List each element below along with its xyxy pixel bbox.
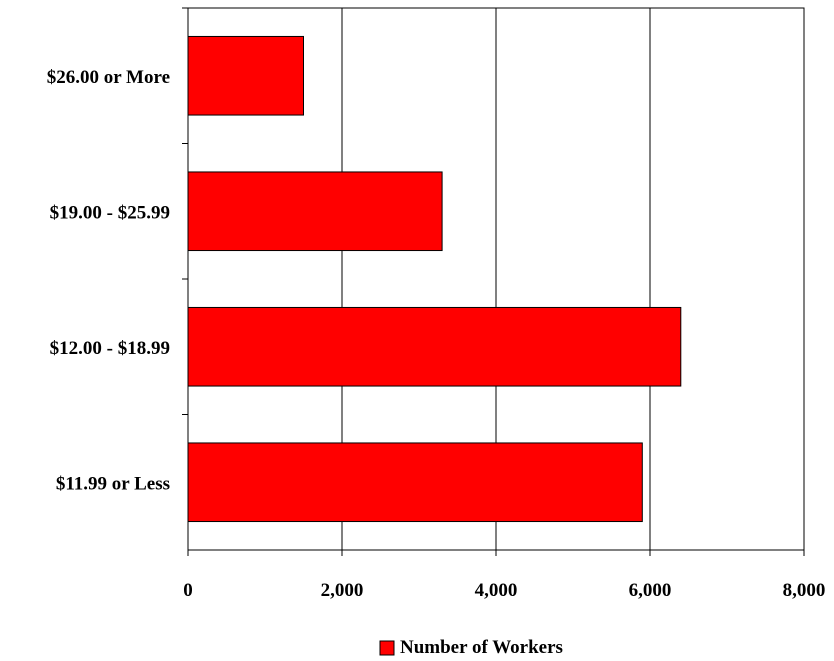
category-label: $19.00 - $25.99 xyxy=(50,202,170,223)
x-tick-labels: 0 2,000 4,000 6,000 8,000 xyxy=(183,580,825,601)
category-labels: $11.99 or Less $12.00 - $18.99 $19.00 - $2… xyxy=(47,67,170,495)
x-tick-label: 6,000 xyxy=(629,580,672,601)
category-label: $11.99 or Less xyxy=(56,473,170,494)
bar xyxy=(187,306,682,387)
legend-label: Number of Workers xyxy=(400,637,563,658)
bar xyxy=(187,442,643,523)
legend: Number of Workers xyxy=(379,637,563,658)
x-tick-label: 8,000 xyxy=(783,580,826,601)
bar xyxy=(187,171,443,252)
bars xyxy=(187,35,682,523)
x-tick-label: 2,000 xyxy=(321,580,364,601)
x-tick-label: 4,000 xyxy=(475,580,518,601)
axes xyxy=(182,7,805,556)
legend-swatch xyxy=(379,640,395,656)
x-tick-label: 0 xyxy=(183,580,193,601)
category-label: $12.00 - $18.99 xyxy=(50,338,170,359)
bar xyxy=(187,35,304,116)
category-label: $26.00 or More xyxy=(47,67,170,88)
